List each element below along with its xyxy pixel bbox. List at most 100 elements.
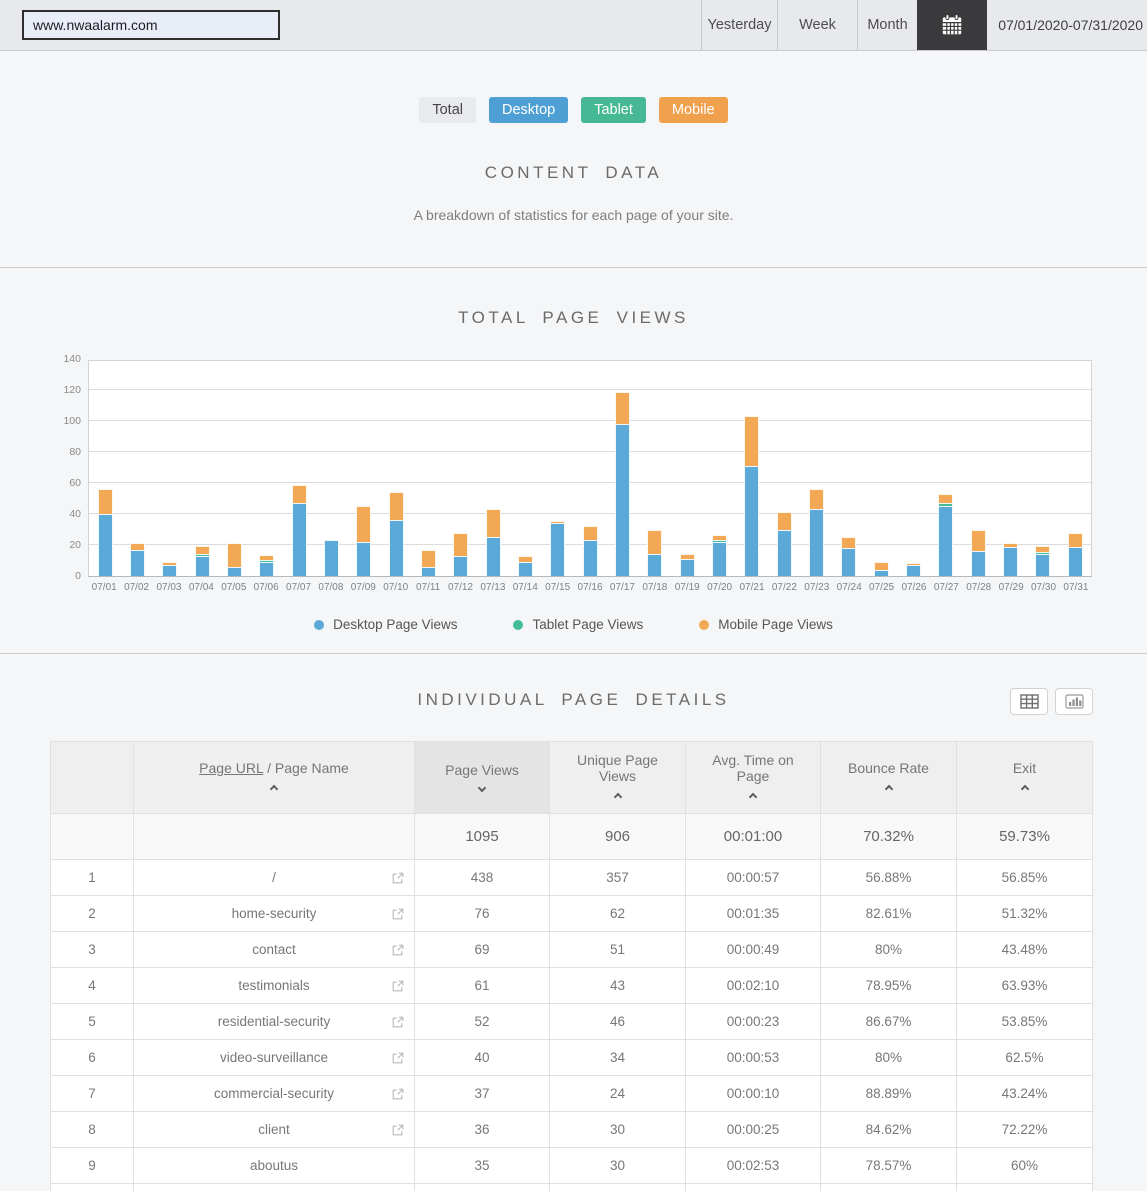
x-axis-tick-label: 07/13 xyxy=(480,582,506,593)
bar-07/02[interactable] xyxy=(129,543,145,576)
legend-item-tablet[interactable]: Tablet Page Views xyxy=(513,617,643,632)
bar-segment-mobile xyxy=(711,535,727,540)
bar-07/08[interactable] xyxy=(323,540,339,576)
external-link-icon[interactable] xyxy=(392,1088,404,1100)
external-link-icon[interactable] xyxy=(392,944,404,956)
page-name-cell: / xyxy=(133,859,415,896)
external-link-icon[interactable] xyxy=(392,1052,404,1064)
legend-item-mobile[interactable]: Mobile Page Views xyxy=(699,617,833,632)
bar-slot xyxy=(994,361,1026,576)
bar-07/10[interactable] xyxy=(388,492,404,576)
sort-asc-icon xyxy=(613,792,622,802)
site-url-input[interactable] xyxy=(22,10,280,40)
bar-segment-desktop xyxy=(614,424,630,576)
bar-07/06[interactable] xyxy=(259,555,275,576)
bar-segment-mobile xyxy=(129,543,145,550)
bar-segment-desktop xyxy=(129,549,145,576)
bar-slot xyxy=(509,361,541,576)
bar-07/12[interactable] xyxy=(453,532,469,576)
bar-segment-mobile xyxy=(1002,543,1018,547)
legend-item-desktop[interactable]: Desktop Page Views xyxy=(314,617,457,632)
bounce-rate-header[interactable]: Bounce Rate xyxy=(820,741,957,814)
bar-07/15[interactable] xyxy=(550,521,566,576)
table-row: 7 commercial-security 37 24 00:00:10 88.89% 43… xyxy=(50,1075,1093,1112)
bar-slot xyxy=(930,361,962,576)
exit-label: Exit xyxy=(1012,760,1037,776)
bar-07/13[interactable] xyxy=(485,509,501,576)
empty-cell xyxy=(549,1183,686,1191)
table-row: 4 testimonials 61 43 00:02:10 78.95% 63.93% xyxy=(50,967,1093,1004)
external-link-icon[interactable] xyxy=(392,1016,404,1028)
filter-mobile-button[interactable]: Mobile xyxy=(658,97,728,123)
external-link-icon[interactable] xyxy=(392,1124,404,1136)
bar-07/29[interactable] xyxy=(1002,543,1018,576)
page-name: video-surveillance xyxy=(219,1050,329,1065)
bar-07/09[interactable] xyxy=(356,506,372,576)
bar-07/11[interactable] xyxy=(420,549,436,576)
month-button[interactable]: Month xyxy=(857,0,917,50)
bar-07/03[interactable] xyxy=(162,562,178,576)
bar-slot xyxy=(671,361,703,576)
week-button[interactable]: Week xyxy=(777,0,857,50)
bar-07/18[interactable] xyxy=(647,529,663,576)
page-views-header[interactable]: Page Views xyxy=(414,741,550,814)
sort-asc-icon xyxy=(748,792,758,802)
summary-avg-time: 00:01:00 xyxy=(685,813,821,860)
filter-tablet-button[interactable]: Tablet xyxy=(581,97,646,123)
bar-segment-desktop xyxy=(388,520,404,576)
exit-header[interactable]: Exit xyxy=(956,741,1093,814)
bar-07/23[interactable] xyxy=(808,489,824,576)
bar-segment-mobile xyxy=(485,509,501,538)
bar-07/26[interactable] xyxy=(905,563,921,576)
x-axis-tick-label: 07/27 xyxy=(933,582,959,593)
page-url-header[interactable]: Page URL / Page Name xyxy=(133,741,415,814)
bar-07/30[interactable] xyxy=(1035,546,1051,576)
y-axis-tick-label: 40 xyxy=(69,508,81,520)
bar-segment-tablet xyxy=(938,503,954,507)
bar-07/14[interactable] xyxy=(517,555,533,576)
bar-slot xyxy=(1059,361,1091,576)
avg-time-cell: 00:00:49 xyxy=(685,931,821,968)
filter-desktop-button[interactable]: Desktop xyxy=(489,97,569,123)
bar-slot xyxy=(89,361,121,576)
unique-page-views-cell: 357 xyxy=(549,859,686,896)
bar-07/05[interactable] xyxy=(226,543,242,576)
bar-segment-desktop xyxy=(1035,554,1051,576)
avg-time-cell: 00:02:53 xyxy=(685,1147,821,1184)
bar-07/17[interactable] xyxy=(614,391,630,576)
bar-segment-desktop xyxy=(744,465,760,576)
rank-cell: 1 xyxy=(50,859,134,896)
yesterday-button[interactable]: Yesterday xyxy=(701,0,777,50)
page-url-sort-link[interactable]: Page URL xyxy=(199,760,264,776)
bar-07/04[interactable] xyxy=(194,546,210,576)
unique-page-views-header[interactable]: Unique Page Views xyxy=(549,741,686,814)
bar-07/20[interactable] xyxy=(711,535,727,576)
bar-07/22[interactable] xyxy=(776,512,792,576)
y-axis-tick-label: 140 xyxy=(63,353,81,365)
chart-view-button[interactable] xyxy=(1055,688,1093,715)
bar-07/25[interactable] xyxy=(873,562,889,576)
bar-07/19[interactable] xyxy=(679,554,695,576)
external-link-icon[interactable] xyxy=(392,908,404,920)
date-range-display[interactable]: 07/01/2020-07/31/2020 xyxy=(998,17,1143,33)
bar-07/27[interactable] xyxy=(938,493,954,576)
external-link-icon[interactable] xyxy=(392,872,404,884)
bar-segment-desktop xyxy=(841,548,857,576)
bar-07/07[interactable] xyxy=(291,484,307,576)
bar-07/21[interactable] xyxy=(744,416,760,576)
filter-total-button[interactable]: Total xyxy=(419,97,476,123)
calendar-button[interactable] xyxy=(917,0,987,50)
x-axis-tick-label: 07/16 xyxy=(577,582,603,593)
table-view-button[interactable] xyxy=(1010,688,1048,715)
bar-07/24[interactable] xyxy=(841,537,857,576)
bar-07/01[interactable] xyxy=(97,489,113,576)
x-axis-tick-label: 07/23 xyxy=(804,582,830,593)
avg-time-cell: 00:01:35 xyxy=(685,895,821,932)
bar-07/16[interactable] xyxy=(582,526,598,576)
avg-time-header[interactable]: Avg. Time on Page xyxy=(685,741,821,814)
bar-segment-mobile xyxy=(1035,546,1051,553)
external-link-icon[interactable] xyxy=(392,980,404,992)
bar-07/28[interactable] xyxy=(970,529,986,576)
bar-07/31[interactable] xyxy=(1067,532,1083,576)
unique-page-views-cell: 34 xyxy=(549,1039,686,1076)
